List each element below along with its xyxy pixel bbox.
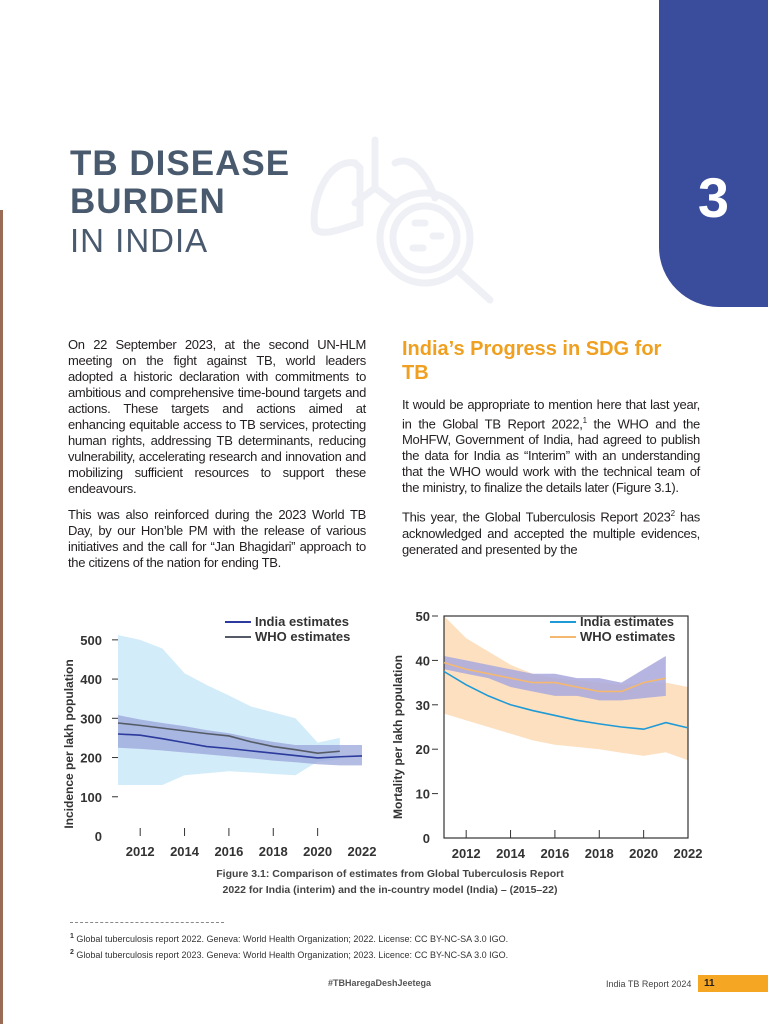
right-column: India’s Progress in SDG for TB It would …: [402, 337, 700, 568]
y-tick-label: 100: [80, 790, 102, 805]
footnote-number: 2: [70, 949, 74, 956]
series-line-0: [117, 733, 363, 759]
text: has acknowledged and accepted the multip…: [402, 509, 701, 557]
title-line-1: TB DISEASE: [70, 144, 291, 183]
chapter-tab: 3: [659, 0, 768, 307]
legend-label: India estimates: [255, 614, 349, 629]
chapter-number: 3: [697, 166, 730, 229]
series-line-1: [117, 722, 340, 755]
footnote-1: 1 Global tuberculosis report 2022. Genev…: [70, 933, 508, 944]
x-tick-label: 2022: [348, 844, 377, 859]
intro-paragraph-2: This was also reinforced during the 2023…: [68, 507, 366, 570]
page-number: 11: [698, 975, 768, 992]
footnote-ref[interactable]: 2: [670, 509, 675, 519]
x-tick-label: 2020: [629, 846, 658, 861]
sdg-paragraph-1: It would be appropriate to mention here …: [402, 397, 700, 496]
legend-label: India estimates: [580, 614, 674, 629]
title-line-2: BURDEN: [70, 182, 226, 221]
footer-report-title: India TB Report 2024: [606, 979, 692, 989]
sdg-paragraph-2: This year, the Global Tuberculosis Repor…: [402, 506, 700, 557]
x-tick-label: 2012: [452, 846, 481, 861]
series-line-1: [443, 661, 666, 693]
chapter-title: TB DISEASE BURDEN IN INDIA: [70, 145, 290, 261]
plot-frame: [443, 615, 689, 839]
legend-label: WHO estimates: [255, 629, 350, 644]
footnote-text: Global tuberculosis report 2023. Geneva:…: [76, 950, 509, 960]
caption-line-2: 2022 for India (interim) and the in-coun…: [222, 884, 558, 896]
footnote-ref[interactable]: 1: [582, 416, 587, 425]
figure-caption: Figure 3.1: Comparison of estimates from…: [200, 866, 580, 898]
y-tick-label: 0: [95, 829, 102, 844]
y-tick-label: 40: [416, 653, 430, 668]
x-tick-label: 2012: [126, 844, 155, 859]
y-axis-label: Incidence per lakh population: [62, 659, 76, 828]
y-tick-label: 400: [80, 672, 102, 687]
footnote-text: Global tuberculosis report 2022. Geneva:…: [76, 934, 509, 944]
footnote-number: 1: [70, 933, 74, 940]
y-tick-label: 300: [80, 711, 102, 726]
mortality-chart: 0 10 20 30 40 50 2012 2014 2016 2018 2020 2022 Morta…: [391, 609, 703, 861]
x-tick-label: 2014: [170, 844, 200, 859]
y-tick-label: 200: [80, 751, 102, 766]
x-tick-label: 2016: [214, 844, 243, 859]
legend-label: WHO estimates: [580, 629, 675, 644]
x-tick-label: 2018: [259, 844, 288, 859]
text: It would be appropriate to mention here …: [402, 397, 700, 432]
lungs-magnifier-icon: [310, 136, 494, 304]
y-tick-label: 10: [416, 787, 430, 802]
caption-line-1: Figure 3.1: Comparison of estimates from…: [216, 868, 564, 880]
y-axis-label: Mortality per lakh population: [391, 655, 405, 819]
footnote-2: 2 Global tuberculosis report 2023. Genev…: [70, 949, 508, 960]
x-tick-label: 2016: [540, 846, 569, 861]
x-tick-label: 2018: [585, 846, 614, 861]
x-tick-label: 2020: [303, 844, 332, 859]
y-tick-label: 500: [80, 633, 102, 648]
section-heading: India’s Progress in SDG for TB: [402, 338, 662, 384]
series-line-0: [443, 670, 689, 731]
intro-paragraph-1: On 22 September 2023, at the second UN-H…: [68, 337, 366, 496]
uncertainty-band-1: [444, 655, 666, 701]
y-tick-label: 50: [416, 609, 430, 624]
footnote-divider: [70, 922, 224, 923]
left-edge-strip: [0, 210, 3, 1024]
footer-hashtag: #TBHaregaDeshJeetega: [328, 978, 432, 988]
title-line-3: IN INDIA: [70, 222, 209, 259]
x-tick-label: 2014: [496, 846, 526, 861]
left-column: On 22 September 2023, at the second UN-H…: [68, 337, 366, 581]
y-tick-label: 0: [423, 831, 430, 846]
text: This year, the Global Tuberculosis Repor…: [402, 509, 671, 525]
incidence-chart: 0 100 200 300 400 500 2012 2014 2016 2018 2020 2022…: [62, 614, 377, 859]
x-tick-label: 2022: [674, 846, 703, 861]
y-tick-label: 30: [416, 698, 430, 713]
uncertainty-band-0: [118, 715, 362, 766]
text: the WHO and the MoHFW, Government of Ind…: [402, 416, 700, 496]
y-tick-label: 20: [416, 742, 430, 757]
